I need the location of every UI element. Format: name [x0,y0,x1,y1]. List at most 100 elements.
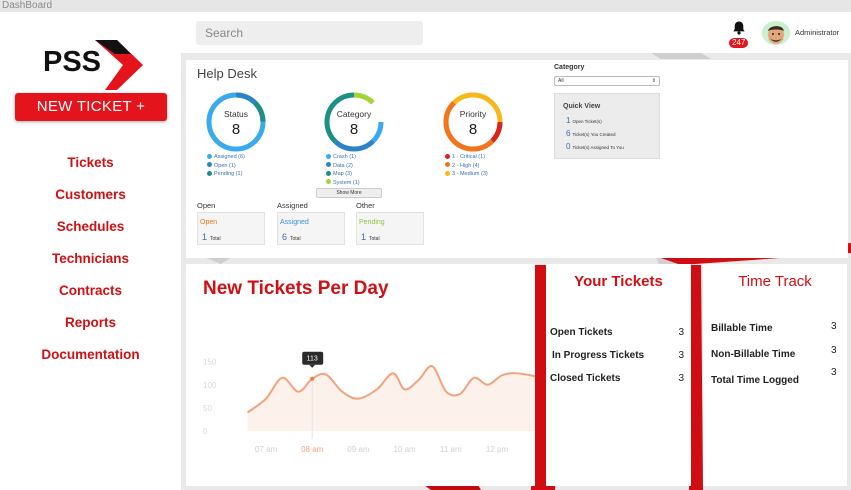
new-ticket-button[interactable]: NEW TICKET + [15,93,167,121]
legend-dot-icon [326,179,331,184]
x-tick-label: 09 am [347,445,370,454]
legend-dot-icon [207,162,212,167]
legend-label: Crash (1) [333,154,356,160]
group-card-assigned[interactable]: Assigned 6 Total [277,212,345,245]
nav-item-schedules[interactable]: Schedules [56,219,125,234]
row-label: Open Tickets [550,327,613,338]
category-donut-chart[interactable] [323,91,385,153]
bell-icon[interactable] [731,20,747,36]
search-input[interactable] [196,21,423,45]
priority-donut-chart[interactable] [442,91,504,153]
legend-label: System (1) [333,179,360,186]
logo-text: PSS [43,46,102,78]
legend-label: Pending (1) [214,171,243,177]
y-tick-label: 100 [203,381,217,390]
category-donut-value: 8 [349,121,359,138]
quick-view-text: Open Ticket(s) [572,119,602,124]
your-tickets-row[interactable]: In Progress Tickets 3 [552,350,684,361]
quick-view-count: 6 [566,129,571,138]
group-count-value: 1 [202,232,208,242]
show-more-button[interactable]: Show More [316,188,382,198]
group-title-other: Other [356,201,375,210]
legend-label: Data (2) [333,162,353,169]
legend-dot-icon [326,170,331,176]
legend-item[interactable]: Data (2) [326,162,360,171]
row-value: 3 [678,373,684,384]
quick-view-row[interactable]: 1 Open Ticket(s) [566,116,602,125]
time-track-value: 3 [831,321,837,332]
legend-label: Map (3) [333,171,352,177]
group-card-pending[interactable]: Pending 1 Total [356,212,424,245]
group-count: 1 Total [361,232,380,242]
status-donut-chart[interactable] [205,91,267,153]
status-legend: Assigned (6) Open (1) Pending (1) [207,153,245,179]
nav-item-customers[interactable]: Customers [55,187,126,202]
group-count-label: Total [290,236,301,242]
x-tick-label: 12 pm [486,445,509,454]
user-name[interactable]: Administrator [795,28,840,37]
group-name: Pending [359,219,385,226]
legend-label: Open (1) [214,162,236,169]
new-tickets-line-chart[interactable]: 0 50 100 150 07 am 08 am 09 am 10 am 11 am 12 pm 1… [186,344,535,464]
legend-item[interactable]: System (1) [326,179,360,188]
group-title-assigned: Assigned [277,201,308,210]
time-track-label: Total Time Logged [711,375,799,386]
category-donut-label: Category [336,109,372,119]
quick-view-title: Quick View [563,103,601,110]
category-select[interactable]: All ⇕ [554,76,660,86]
group-count: 1 Total [202,232,221,242]
series-area [247,366,535,431]
x-tick-label: 08 am [301,445,324,454]
your-tickets-panel: Your Tickets Open Tickets 3 In Progress T… [546,264,691,486]
group-count-value: 6 [282,232,288,242]
help-desk-title: Help Desk [197,66,257,81]
legend-item[interactable]: Assigned (6) [207,153,245,162]
legend-dot-icon [445,170,450,176]
legend-item[interactable]: 2 - High (4) [445,162,488,171]
legend-item[interactable]: Pending (1) [207,170,245,179]
row-label: In Progress Tickets [552,350,645,361]
legend-item[interactable]: Open (1) [207,162,245,171]
chart-title: New Tickets Per Day [203,278,389,299]
legend-label: 2 - High (4) [452,162,480,169]
priority-donut-value: 8 [468,121,478,138]
series-line[interactable] [246,365,535,414]
category-panel: Category All ⇕ Quick View 1 Open Ticket(s… [548,60,848,258]
nav-item-documentation[interactable]: Documentation [41,347,140,362]
your-tickets-row[interactable]: Open Tickets 3 [550,327,684,338]
quick-view-count: 1 [566,116,571,125]
nav-item-technicians[interactable]: Technicians [51,251,130,266]
legend-dot-icon [326,162,331,167]
category-legend: Crash (1) Data (2) Map (3) System (1) [326,153,360,187]
group-name: Assigned [280,219,309,226]
highlight-point[interactable] [310,376,315,381]
legend-dot-icon [445,162,450,167]
logo-chevron-icon [95,40,143,90]
legend-item[interactable]: Map (3) [326,170,360,179]
tooltip-value: 113 [307,356,318,363]
nav-item-contracts[interactable]: Contracts [58,283,122,298]
group-count-label: Total [369,236,380,242]
priority-legend: 1 - Critical (1) 2 - High (4) 3 - Medium… [445,153,488,179]
quick-view-count: 0 [566,142,571,151]
group-count-value: 1 [361,232,367,242]
pss-logo[interactable]: PSS [43,38,143,92]
x-tick-label: 07 am [255,445,278,454]
nav-item-tickets[interactable]: Tickets [67,155,114,170]
quick-view-row[interactable]: 6 Ticket(s) You Created [566,129,616,138]
avatar[interactable] [762,21,790,45]
notification-badge[interactable]: 247 [729,38,749,48]
legend-item[interactable]: 1 - Critical (1) [445,153,488,162]
y-tick-label: 0 [203,427,208,436]
quick-view-text: Ticket(s) Assigned To You [572,145,624,150]
nav-item-reports[interactable]: Reports [64,315,116,330]
legend-item[interactable]: Crash (1) [326,153,360,162]
y-tick-label: 50 [203,404,212,413]
legend-dot-icon [445,153,450,159]
group-card-open[interactable]: Open 1 Total [197,212,265,245]
your-tickets-row[interactable]: Closed Tickets 3 [550,373,684,384]
legend-item[interactable]: 3 - Medium (3) [445,170,488,179]
status-donut-value: 8 [231,121,241,138]
quick-view-row[interactable]: 0 Ticket(s) Assigned To You [566,142,624,151]
tooltip-box [302,351,324,365]
